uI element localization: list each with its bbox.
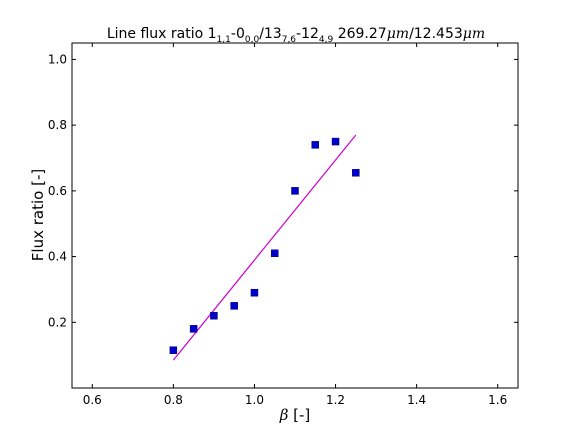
x-axis-unit: [-]	[288, 406, 310, 424]
plot-area	[71, 42, 519, 389]
data-point	[210, 311, 218, 320]
data-point	[230, 302, 238, 310]
fit-layer	[172, 134, 357, 361]
x-axis-label: β [-]	[279, 406, 311, 424]
title-sub1: 1,1	[217, 35, 231, 45]
data-point	[169, 346, 178, 354]
data-point	[189, 325, 198, 333]
title-mid5: /12.453	[409, 26, 463, 42]
title-mid4: 269.27	[333, 26, 386, 42]
x-tick-label: 0.8	[164, 393, 183, 407]
data-point	[311, 141, 320, 149]
x-tick-label: 1.6	[488, 393, 507, 407]
fit-line	[172, 134, 357, 361]
y-tick-label: 0.8	[48, 118, 67, 132]
ticks-layer: 0.6 0.8 1.0 1.2 1.4 1.6 0.2 0.4 0.6 0.8 1.0	[48, 43, 518, 407]
data-point	[331, 137, 340, 146]
data-point	[291, 187, 299, 195]
y-tick-label: 0.4	[48, 250, 67, 264]
title-mid3: -12	[296, 26, 319, 42]
data-point	[270, 249, 279, 258]
x-axis-symbol: β	[279, 406, 289, 424]
y-tick-label: 1.0	[48, 52, 67, 66]
x-tick-label: 1.0	[245, 393, 264, 407]
title-unit2: μm	[463, 26, 485, 42]
title-mid1: -0	[231, 26, 245, 42]
x-tick-label: 1.2	[326, 393, 345, 407]
y-axis-label: Flux ratio [-]	[29, 169, 47, 261]
title-sub4: 4,9	[319, 35, 334, 45]
data-point	[250, 288, 259, 297]
title-prefix: Line flux ratio 1	[107, 26, 217, 42]
data-point	[352, 169, 360, 177]
y-tick-label: 0.2	[48, 315, 67, 329]
chart-title: Line flux ratio 11,1-00,0/137,6-124,9 26…	[107, 26, 485, 45]
x-tick-label: 0.6	[83, 393, 102, 407]
x-tick-label: 1.4	[407, 393, 426, 407]
y-tick-label: 0.6	[48, 184, 67, 198]
title-mid2: /13	[259, 26, 282, 42]
title-unit1: μm	[387, 26, 409, 42]
title-sub3: 7,6	[282, 35, 297, 45]
title-sub2: 0,0	[245, 35, 260, 45]
points-layer	[169, 137, 360, 354]
